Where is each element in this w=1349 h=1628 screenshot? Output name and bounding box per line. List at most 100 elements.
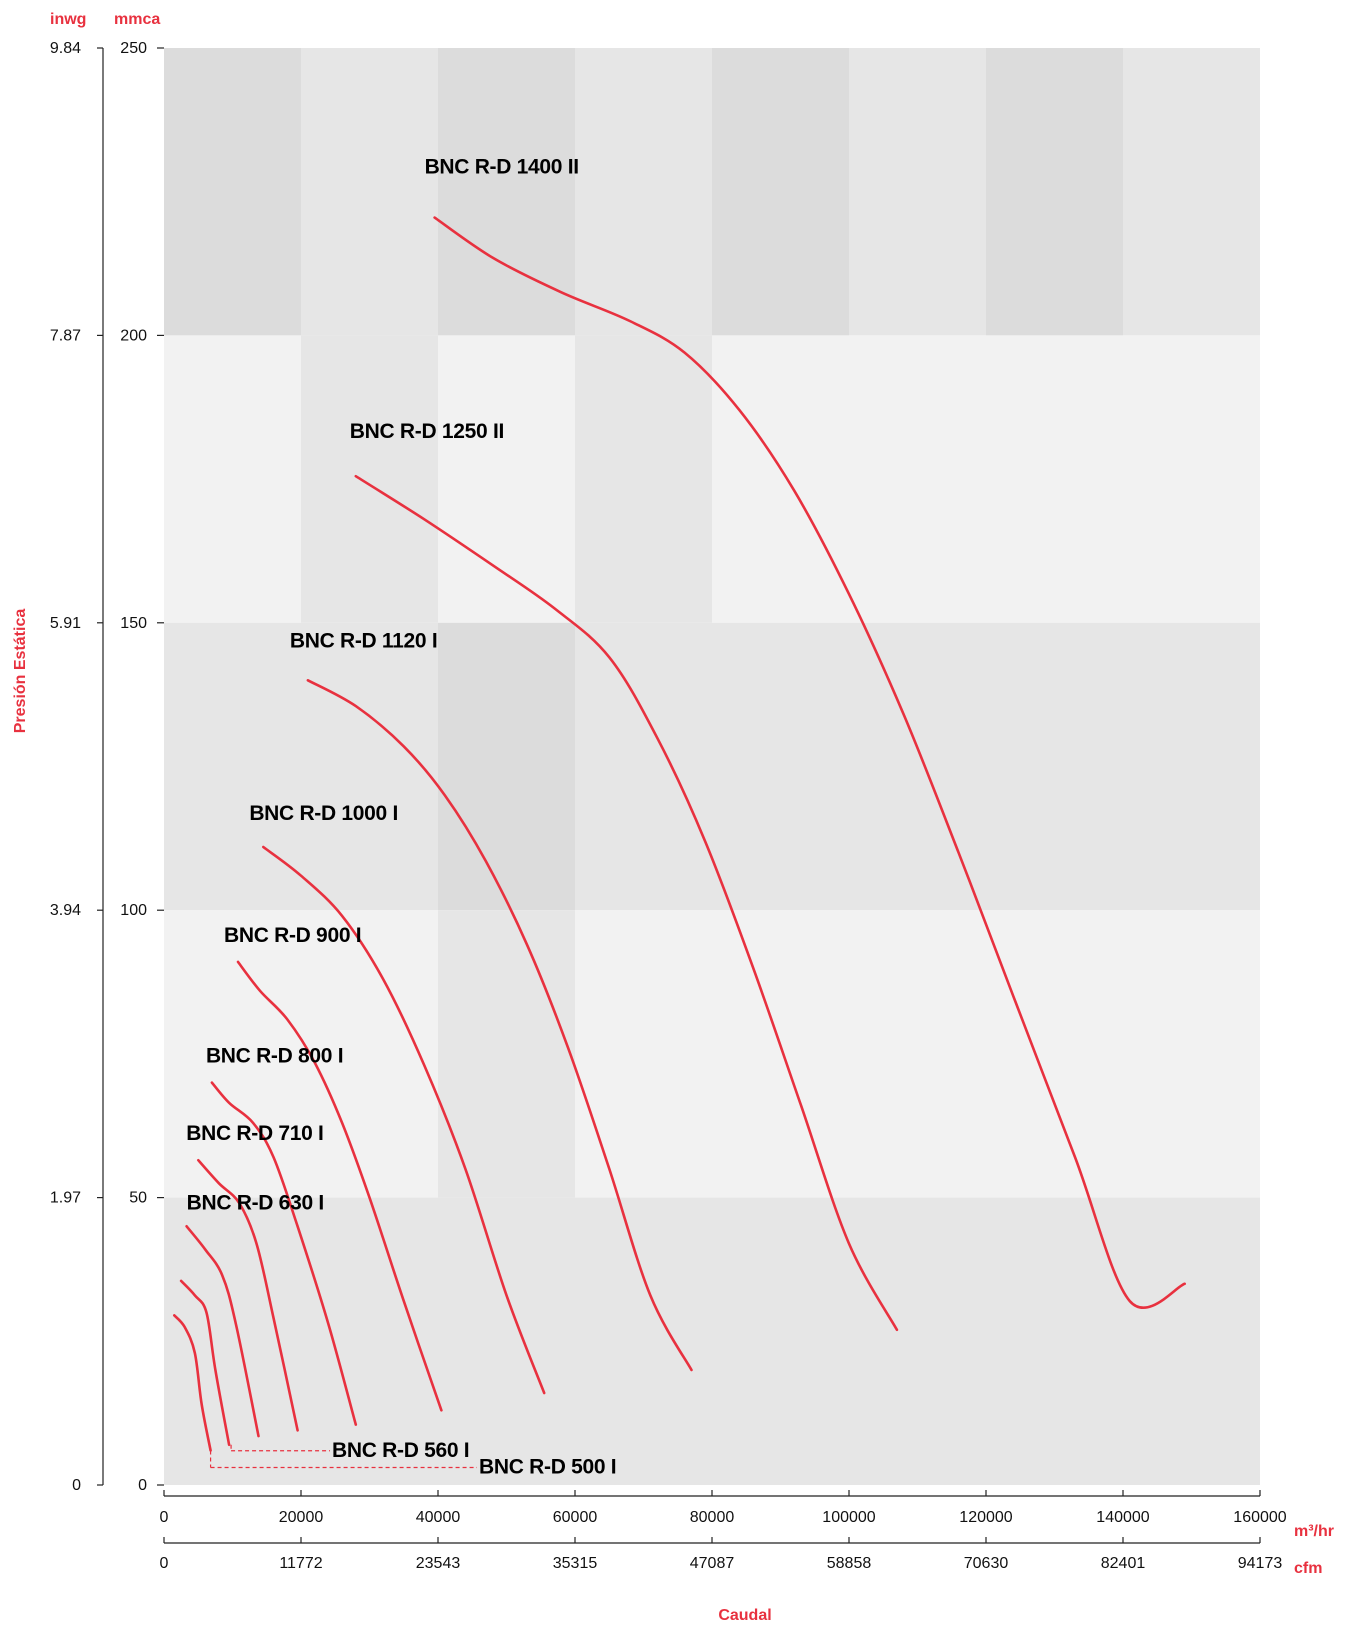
right-unit-label: mmca — [114, 11, 160, 28]
band-cell — [438, 910, 575, 1198]
curve-bnc-r-d-630-i — [185, 1225, 260, 1438]
mmca-tick-label: 100 — [120, 902, 147, 919]
label-bnc-r-d-560-i: BNC R-D 560 I — [332, 1439, 469, 1462]
band-cell — [301, 335, 438, 623]
x-primary-tick-label: 80000 — [690, 1509, 735, 1526]
band-cell — [438, 48, 575, 336]
performance-curves — [173, 216, 1186, 1469]
band-cell — [986, 48, 1123, 336]
x-secondary-unit-label: cfm — [1294, 1560, 1322, 1577]
band-cell — [712, 622, 849, 911]
band-cell — [712, 1197, 849, 1485]
x-secondary-tick-label: 35315 — [553, 1555, 598, 1572]
band-cell — [438, 335, 575, 623]
band-cell — [575, 910, 712, 1198]
label-bnc-r-d-1120-i: BNC R-D 1120 I — [290, 629, 438, 652]
band-cell — [1123, 48, 1260, 336]
curve-bnc-r-d-1400-ii — [433, 216, 1186, 1309]
band-cell — [575, 48, 712, 336]
band-cell — [164, 910, 301, 1198]
label-bnc-r-d-1400-ii: BNC R-D 1400 II — [425, 156, 579, 179]
label-bnc-r-d-1250-ii: BNC R-D 1250 II — [350, 420, 504, 443]
band-cell — [849, 48, 986, 336]
band-cell — [1123, 1197, 1260, 1485]
curve-bnc-r-d-900-i — [236, 960, 443, 1412]
band-cell — [986, 910, 1123, 1198]
inwg-tick-label: 0 — [72, 1477, 81, 1494]
band-cell — [164, 622, 301, 911]
band-cell — [1123, 622, 1260, 911]
label-bnc-r-d-800-i: BNC R-D 800 I — [206, 1045, 343, 1068]
x-primary-tick-label: 100000 — [822, 1509, 875, 1526]
x-primary-tick-label: 0 — [160, 1509, 169, 1526]
label-bnc-r-d-710-i: BNC R-D 710 I — [186, 1122, 323, 1145]
x-primary-tick-label: 120000 — [959, 1509, 1012, 1526]
band-cell — [438, 622, 575, 911]
x-axis-title: Caudal — [718, 1607, 771, 1624]
mmca-tick-label: 200 — [120, 327, 147, 344]
band-cell — [986, 622, 1123, 911]
label-bnc-r-d-630-i: BNC R-D 630 I — [187, 1191, 324, 1214]
x-primary-tick-label: 60000 — [553, 1509, 598, 1526]
x-primary-tick-label: 160000 — [1233, 1509, 1286, 1526]
label-bnc-r-d-500-i: BNC R-D 500 I — [479, 1456, 616, 1479]
band-cell — [1123, 335, 1260, 623]
band-cell — [164, 1197, 301, 1485]
band-cell — [164, 335, 301, 623]
band-cell — [575, 622, 712, 911]
inwg-tick-label: 5.91 — [50, 615, 81, 632]
band-cell — [301, 1197, 438, 1485]
curve-bnc-r-d-1120-i — [306, 679, 693, 1372]
curve-bnc-r-d-500-i — [173, 1314, 212, 1452]
band-cell — [986, 1197, 1123, 1485]
x-secondary-tick-label: 58858 — [827, 1555, 872, 1572]
band-cell — [164, 48, 301, 336]
band-cell — [712, 910, 849, 1198]
x-secondary-tick-label: 11772 — [279, 1555, 322, 1572]
y-axis-title: Presión Estática — [12, 609, 29, 734]
band-cell — [301, 622, 438, 911]
band-cell — [712, 335, 849, 623]
x-secondary-tick-label: 0 — [160, 1555, 169, 1572]
band-cell — [438, 1197, 575, 1485]
band-cell — [575, 1197, 712, 1485]
left-unit-label: inwg — [50, 11, 86, 28]
x-primary-tick-label: 40000 — [416, 1509, 461, 1526]
series-labels: BNC R-D 500 I BNC R-D 560 I BNC R-D 630 I B… — [186, 156, 616, 1479]
x-secondary-tick-label: 94173 — [1238, 1555, 1283, 1572]
curve-bnc-r-d-1000-i — [262, 845, 546, 1395]
curve-bnc-r-d-1250-ii — [354, 474, 899, 1332]
band-cell — [849, 1197, 986, 1485]
mmca-tick-label: 50 — [129, 1190, 147, 1207]
curve-bnc-r-d-800-i — [210, 1081, 358, 1426]
label-bnc-r-d-1000-i: BNC R-D 1000 I — [249, 802, 398, 825]
background-bands — [164, 48, 1260, 1485]
x-primary-tick-label: 20000 — [279, 1509, 324, 1526]
axes — [97, 47, 1261, 1544]
band-cell — [986, 335, 1123, 623]
mmca-tick-label: 0 — [138, 1477, 147, 1494]
band-cell — [301, 48, 438, 336]
band-cell — [301, 910, 438, 1198]
inwg-tick-label: 9.84 — [50, 40, 81, 57]
band-cell — [712, 48, 849, 336]
band-cell — [849, 910, 986, 1198]
x-secondary-tick-label: 82401 — [1101, 1555, 1146, 1572]
x-secondary-tick-label: 23543 — [416, 1555, 461, 1572]
band-cell — [575, 335, 712, 623]
inwg-tick-label: 3.94 — [50, 902, 81, 919]
inwg-tick-label: 1.97 — [50, 1190, 81, 1207]
curve-bnc-r-d-710-i — [197, 1158, 299, 1432]
mmca-tick-label: 150 — [120, 615, 147, 632]
x-secondary-tick-label: 70630 — [964, 1555, 1009, 1572]
x-secondary-tick-label: 47087 — [690, 1555, 735, 1572]
band-cell — [1123, 910, 1260, 1198]
x-primary-tick-label: 140000 — [1096, 1509, 1149, 1526]
band-cell — [849, 335, 986, 623]
mmca-tick-label: 250 — [120, 40, 147, 57]
inwg-tick-label: 7.87 — [50, 327, 81, 344]
x-primary-unit-label: m³/hr — [1294, 1523, 1334, 1540]
label-bnc-r-d-900-i: BNC R-D 900 I — [224, 924, 361, 947]
